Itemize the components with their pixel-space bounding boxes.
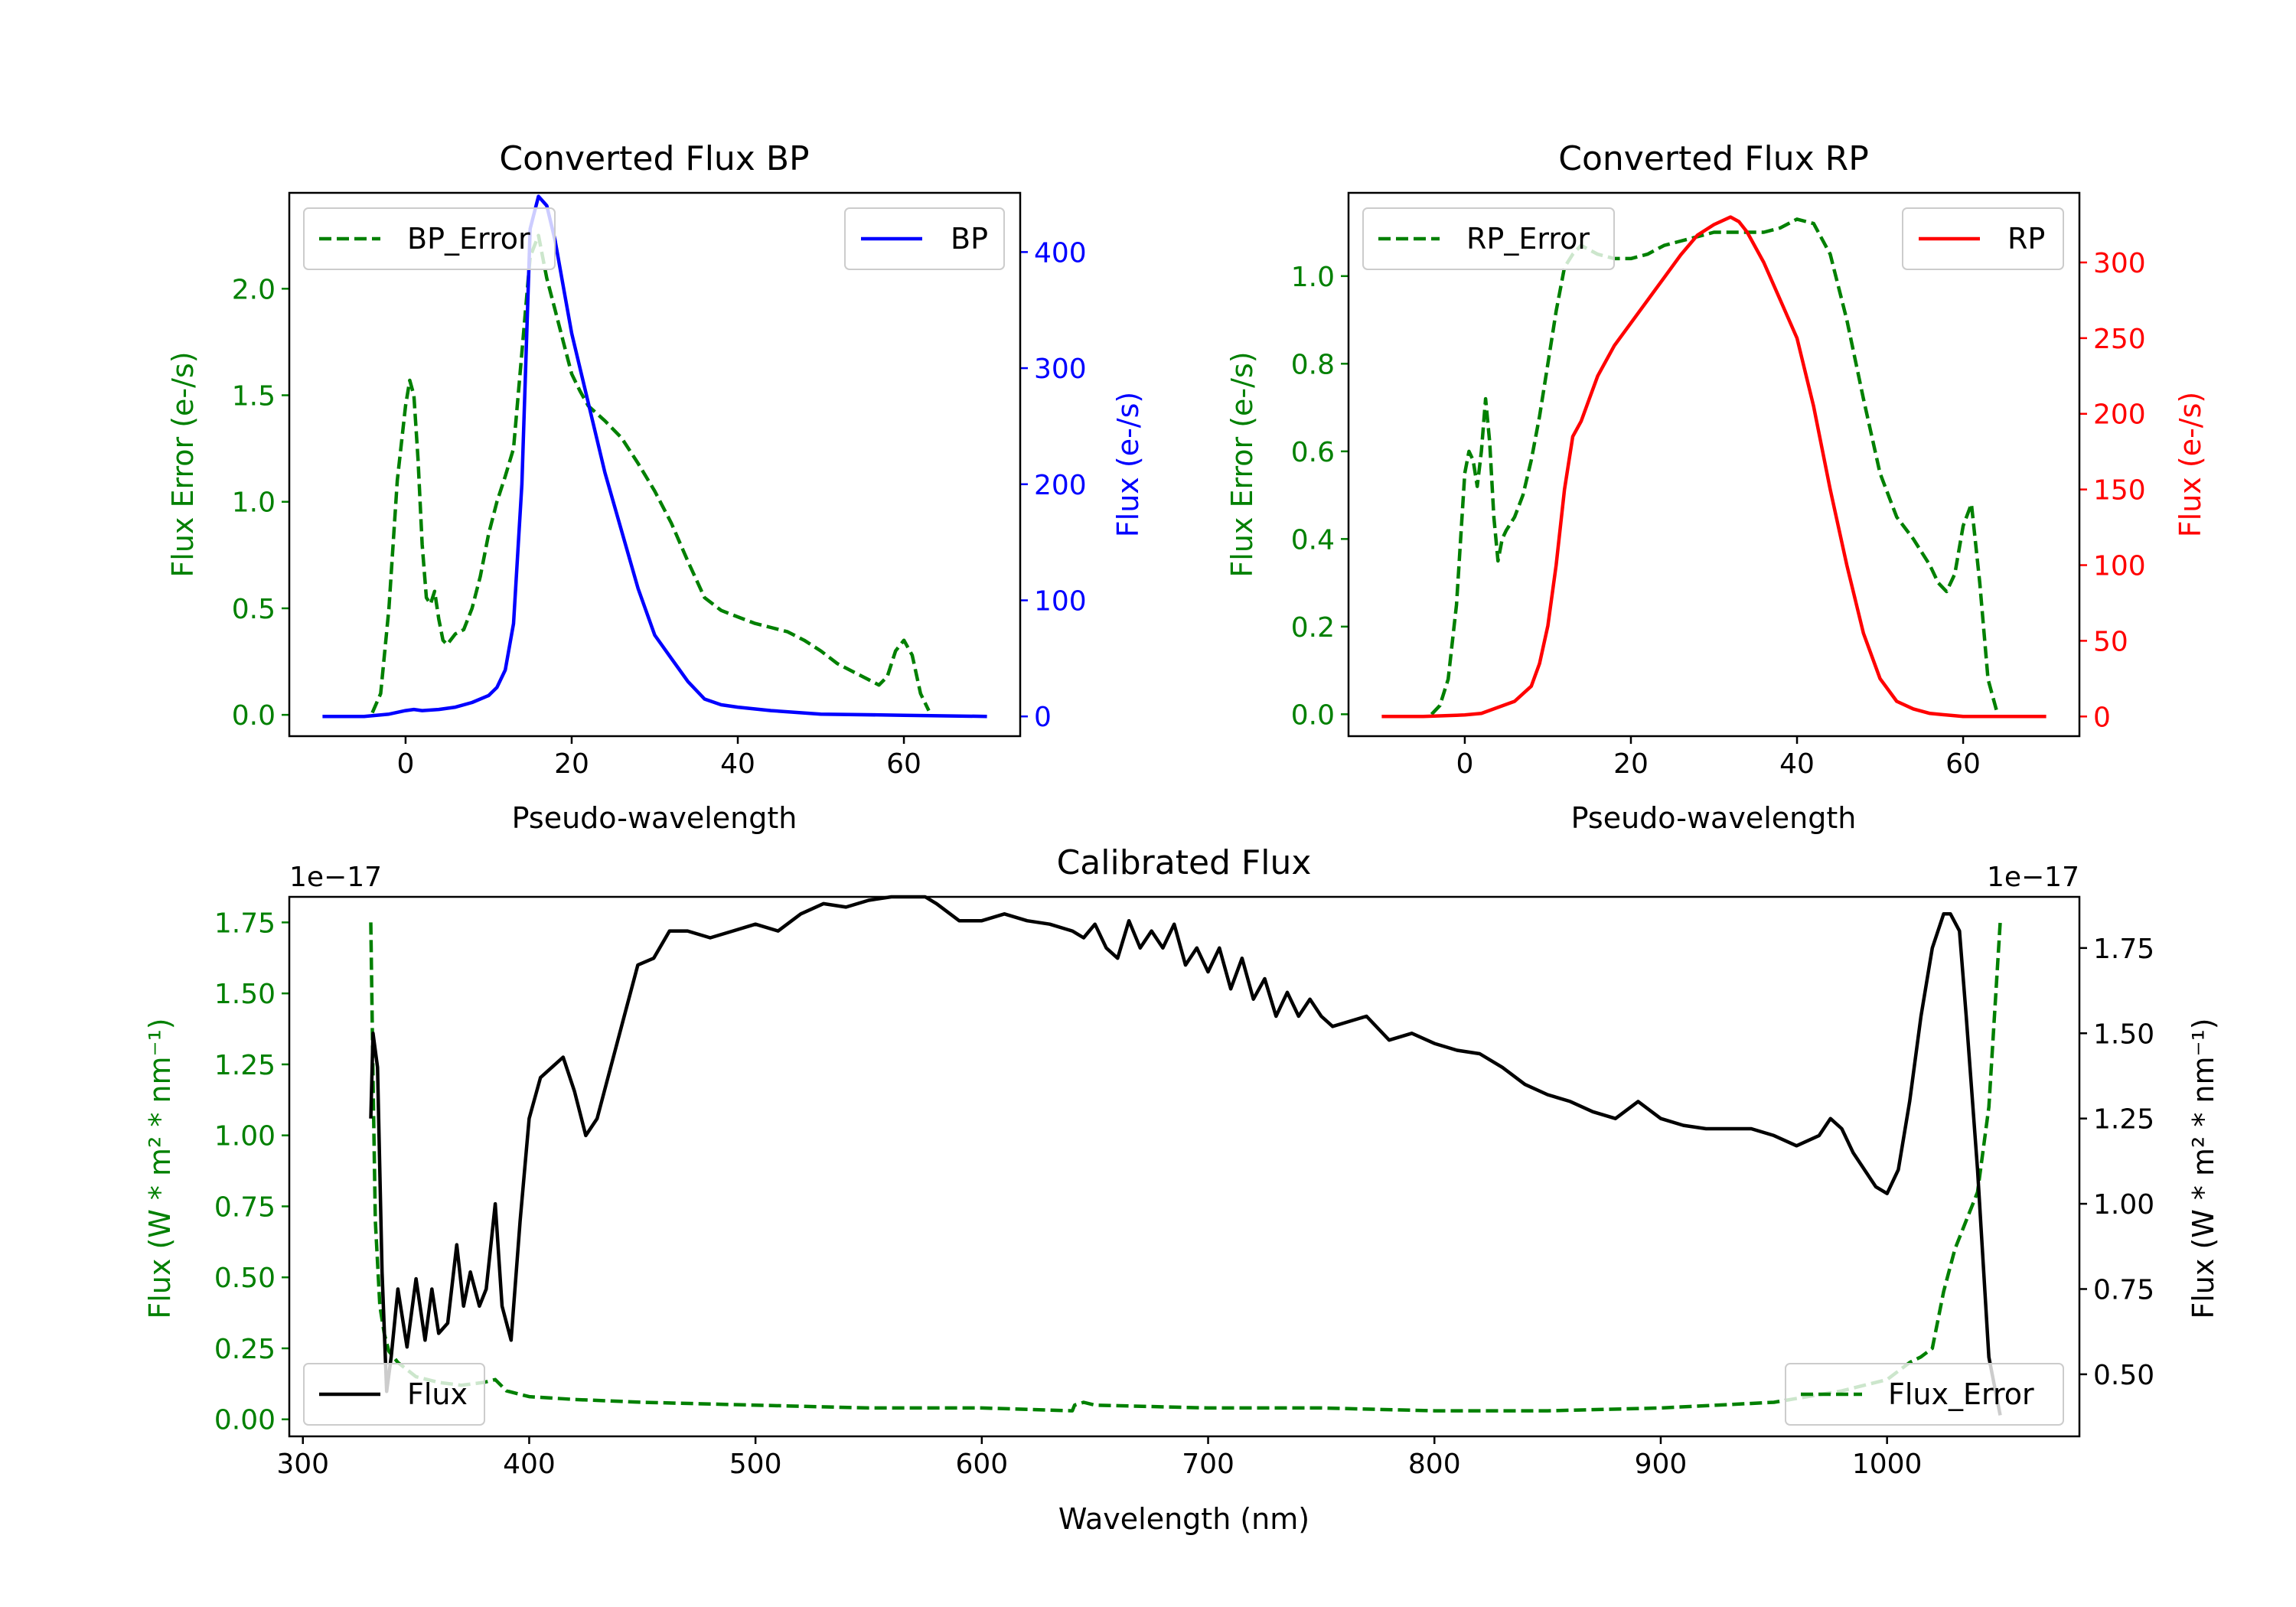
bp-ytick-left-label: 1.0 [232,487,276,519]
rp-ytick-right-label: 0 [2093,702,2111,733]
calibrated-xtick-label: 400 [503,1449,556,1480]
bp-legend-error-label: BP_Error [407,222,530,256]
rp-axes-frame [1347,191,2081,738]
bp-ylabel-left: Flux Error (e-/s) [166,351,200,577]
panel-bp: Converted Flux BP Pseudo-wavelength Flux… [166,139,1145,835]
calibrated-xtick-label: 500 [729,1449,782,1480]
calibrated-title: Calibrated Flux [1057,843,1312,882]
rp-ytick-right-label: 250 [2093,324,2146,355]
panel-calibrated: Calibrated Flux Wavelength (nm) Flux (W … [143,843,2220,1536]
calibrated-series-flux-error [369,922,2002,1413]
bp-xtick-label: 60 [886,748,921,780]
calibrated-ytick-right-label: 1.25 [2093,1104,2154,1136]
bp-legend-right: BP [844,207,1005,270]
bp-series-bp-error [370,233,931,714]
calibrated-xtick-label: 700 [1182,1449,1234,1480]
bp-ytick-left-label: 0.0 [232,700,276,732]
calibrated-xtick-label: 900 [1635,1449,1688,1480]
rp-xtick-label: 20 [1613,748,1649,780]
rp-series-rp-error [1430,217,1998,715]
calibrated-ytick-left-label: 0.25 [214,1334,276,1365]
rp-xtick-label: 40 [1779,748,1815,780]
calibrated-ytick-left-label: 1.75 [214,908,276,939]
calibrated-legend-right: Flux_Error [1785,1363,2064,1426]
calibrated-ytick-left-label: 0.00 [214,1405,276,1436]
rp-ytick-right-label: 150 [2093,475,2146,507]
bp-ylabel-right: Flux (e-/s) [1111,392,1145,537]
rp-ticks: 0 20 40 60 0.0 0.2 0.4 0.6 0.8 1.0 0 50 100 150 200 250… [1291,248,2146,780]
rp-ylabel-left: Flux Error (e-/s) [1225,351,1259,577]
calibrated-ytick-right-label: 1.75 [2093,934,2154,965]
rp-title: Converted Flux RP [1558,139,1869,178]
rp-ytick-left-label: 0.4 [1291,524,1335,556]
rp-legend-flux-label: RP [2007,222,2045,256]
rp-legend-error-label: RP_Error [1466,222,1590,256]
rp-ytick-right-label: 300 [2093,248,2146,279]
calibrated-axes-frame [288,895,2081,1438]
calibrated-ytick-left-label: 0.75 [214,1191,276,1223]
rp-ytick-right-label: 100 [2093,551,2146,582]
bp-lines [322,194,987,719]
bp-xtick-label: 40 [720,748,755,780]
rp-lines [1381,215,2047,719]
calibrated-offset-left: 1e−17 [289,862,382,893]
bp-ytick-left-label: 0.5 [232,594,276,625]
calibrated-legend-error-label: Flux_Error [1888,1377,2034,1411]
bp-ytick-right-label: 200 [1034,470,1087,501]
calibrated-ytick-right-label: 0.75 [2093,1274,2154,1305]
rp-legend-right: RP [1902,207,2064,270]
rp-xtick-label: 0 [1456,748,1473,780]
rp-ylabel-right: Flux (e-/s) [2174,392,2207,537]
calibrated-ticks: 300 400 500 600 700 800 900 1000 0.00 0.25 0.50 0.7… [214,908,2154,1480]
rp-ytick-right-label: 50 [2093,626,2128,657]
rp-xtick-label: 60 [1945,748,1981,780]
bp-ytick-right-label: 0 [1034,702,1052,733]
calibrated-ytick-left-label: 1.25 [214,1050,276,1081]
rp-ytick-left-label: 0.0 [1291,699,1335,731]
rp-ytick-right-label: 200 [2093,399,2146,431]
calibrated-legend-left: Flux [303,1363,485,1426]
calibrated-xtick-label: 600 [955,1449,1008,1480]
bp-xlabel: Pseudo-wavelength [512,801,797,835]
rp-ytick-left-label: 0.6 [1291,437,1335,468]
calibrated-ytick-left-label: 1.50 [214,979,276,1010]
rp-xlabel: Pseudo-wavelength [1571,801,1857,835]
bp-ytick-right-label: 300 [1034,354,1087,385]
rp-legend-left: RP_Error [1362,207,1615,270]
bp-axes-frame [288,191,1022,738]
panel-rp: Converted Flux RP Pseudo-wavelength Flux… [1225,139,2207,835]
calibrated-lines [369,895,2002,1416]
bp-legend-left: BP_Error [303,207,556,270]
calibrated-ylabel-left: Flux (W * m² * nm⁻¹) [143,1018,177,1319]
calibrated-xtick-label: 1000 [1852,1449,1923,1480]
rp-ytick-left-label: 0.2 [1291,612,1335,644]
calibrated-ytick-right-label: 1.00 [2093,1189,2154,1221]
calibrated-ytick-right-label: 1.50 [2093,1019,2154,1050]
rp-ytick-left-label: 0.8 [1291,349,1335,380]
calibrated-xtick-label: 800 [1408,1449,1461,1480]
calibrated-series-flux [369,895,2002,1416]
bp-title: Converted Flux BP [499,139,809,178]
bp-xtick-label: 0 [396,748,414,780]
calibrated-xlabel: Wavelength (nm) [1058,1502,1309,1536]
calibrated-xtick-label: 300 [276,1449,329,1480]
bp-ytick-left-label: 1.5 [232,381,276,412]
bp-series-bp [322,194,987,719]
rp-ytick-left-label: 1.0 [1291,262,1335,293]
calibrated-legend-flux-label: Flux [407,1377,468,1411]
bp-ticks: 0 20 40 60 0.0 0.5 1.0 1.5 2.0 0 100 200 300 400 [232,237,1087,780]
bp-ytick-left-label: 2.0 [232,274,276,305]
bp-ytick-right-label: 400 [1034,237,1087,269]
calibrated-offset-right: 1e−17 [1987,862,2079,893]
bp-ytick-right-label: 100 [1034,586,1087,618]
calibrated-ylabel-right: Flux (W * m² * nm⁻¹) [2187,1018,2220,1319]
calibrated-ytick-right-label: 0.50 [2093,1360,2154,1391]
calibrated-ytick-left-label: 1.00 [214,1121,276,1152]
bp-legend-flux-label: BP [951,222,988,256]
rp-series-rp [1381,215,2047,719]
calibrated-ytick-left-label: 0.50 [214,1263,276,1294]
bp-xtick-label: 20 [554,748,589,780]
